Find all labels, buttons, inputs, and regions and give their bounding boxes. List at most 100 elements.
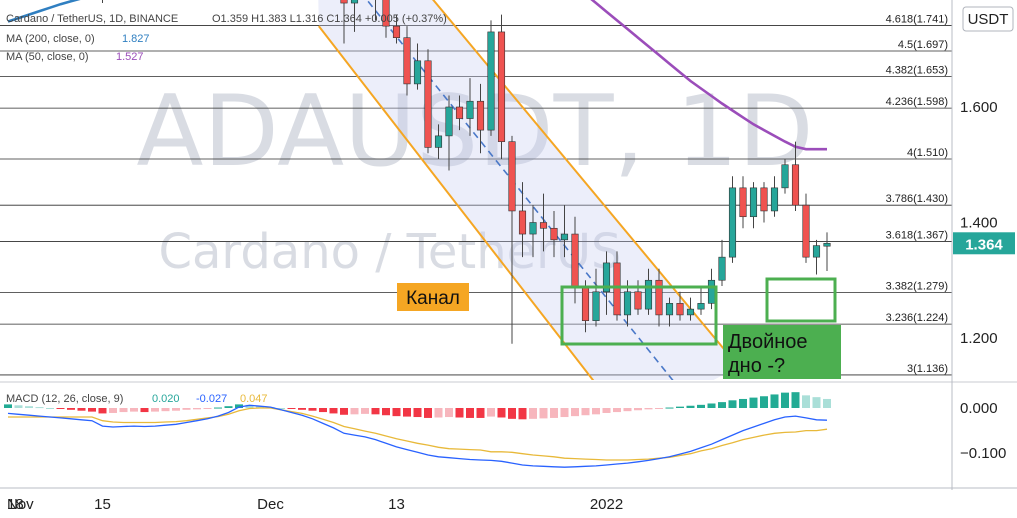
ma200-label[interactable]: MA (200, close, 0) xyxy=(6,33,95,45)
candle-body xyxy=(749,187,758,218)
candle-body xyxy=(676,303,684,316)
macd-hist-bar xyxy=(256,406,264,408)
macd-hist-bar xyxy=(487,408,495,417)
macd-hist-bar xyxy=(46,408,54,409)
fib-level-label: 3.618(1.367) xyxy=(886,230,948,242)
candle-body xyxy=(581,285,590,321)
currency-label: USDT xyxy=(968,11,1009,28)
candle xyxy=(781,158,789,194)
time-tick-label: Nov xyxy=(7,496,34,513)
candle xyxy=(382,0,390,38)
candle-body xyxy=(424,60,432,148)
macd-hist-bar xyxy=(434,408,443,418)
symbol-title[interactable]: Cardano / TetherUS, 1D, BINANCE xyxy=(6,13,178,25)
channel-upper-line xyxy=(432,0,740,368)
candle-body xyxy=(539,222,548,229)
macd-hist-bar xyxy=(403,408,411,417)
candle-body xyxy=(508,141,516,212)
macd-hist-bar xyxy=(445,408,453,418)
ma50-label[interactable]: MA (50, close, 0) xyxy=(6,51,89,63)
candle xyxy=(539,193,548,252)
fib-level-label: 4.236(1.598) xyxy=(886,96,948,108)
candle-body xyxy=(781,164,789,189)
macd-hist-bar xyxy=(329,408,338,414)
candle-body xyxy=(350,0,359,4)
candle-body xyxy=(655,279,663,316)
macd-hist-bar xyxy=(686,405,695,408)
macd-hist-bar xyxy=(382,408,390,416)
currency-button[interactable]: USDT xyxy=(962,6,1014,32)
macd-hist-value: 0.020 xyxy=(152,393,180,405)
candle-body xyxy=(455,106,464,119)
candle-body xyxy=(791,164,800,206)
macd-hist-bar xyxy=(277,408,285,409)
macd-label[interactable]: MACD (12, 26, close, 9) xyxy=(6,393,123,405)
channel-lower-line xyxy=(318,25,595,380)
candle xyxy=(791,141,800,211)
candle xyxy=(760,182,768,223)
macd-hist-bar xyxy=(739,398,747,408)
candle xyxy=(424,49,432,154)
candle xyxy=(375,0,376,21)
macd-hist-bar xyxy=(529,408,537,419)
candle xyxy=(644,268,653,315)
macd-hist-bar xyxy=(466,408,474,418)
candle xyxy=(560,205,569,258)
candle xyxy=(655,268,663,327)
macd-hist-bar xyxy=(550,408,558,418)
candle xyxy=(707,268,716,310)
price-tick-label: 1.600 xyxy=(960,99,998,116)
macd-hist-bar xyxy=(581,408,590,416)
candle xyxy=(102,0,103,4)
candle xyxy=(434,124,443,159)
macd-tick-label: −0.100 xyxy=(960,445,1006,462)
macd-hist-bar xyxy=(802,395,810,408)
macd-hist-bar xyxy=(308,408,317,411)
ma50-line xyxy=(590,0,827,151)
macd-hist-bar xyxy=(172,408,180,411)
ma50-value: 1.527 xyxy=(116,51,144,63)
macd-hist-bar xyxy=(823,398,831,408)
candle-body xyxy=(665,303,674,316)
fibonacci-levels: 6(2.257)5.618(2.115)5.382(2.026)5.236(1.… xyxy=(0,14,952,376)
candle xyxy=(466,78,474,136)
macd-hist-bar xyxy=(781,392,789,408)
macd-hist-bar xyxy=(14,405,23,408)
double-bottom-label-bg xyxy=(723,325,841,379)
macd-hist-bar xyxy=(235,404,243,408)
candle-body xyxy=(340,0,348,4)
macd-hist-bar xyxy=(413,408,422,418)
candle xyxy=(497,14,506,159)
candle-body xyxy=(602,262,611,293)
macd-hist-bar xyxy=(455,408,464,418)
candle-body xyxy=(487,31,495,131)
candle xyxy=(812,239,821,275)
macd-hist-bar xyxy=(56,408,65,409)
double-bottom-box-1 xyxy=(560,285,718,346)
candle xyxy=(413,43,422,90)
candle-body xyxy=(403,37,411,85)
candle xyxy=(550,210,558,258)
candle-body xyxy=(529,222,537,235)
time-tick-label: 2022 xyxy=(590,496,623,513)
macd-hist-bar xyxy=(371,408,380,415)
macd-hist-bar xyxy=(644,408,653,410)
macd-hist-bar xyxy=(25,406,33,408)
macd-hist-bar xyxy=(392,408,401,417)
macd-axis[interactable]: 0.000 −0.100 xyxy=(960,400,1006,462)
macd-hist-bar xyxy=(697,404,705,408)
candle-body xyxy=(613,262,621,316)
macd-hist-bar xyxy=(560,408,569,418)
macd-hist-bar xyxy=(88,408,96,412)
candle xyxy=(728,176,737,263)
macd-hist-bar xyxy=(140,408,149,413)
candle-body xyxy=(571,233,579,287)
macd-line-value: -0.027 xyxy=(196,393,227,405)
macd-hist-bar xyxy=(634,408,642,411)
macd-hist-bar xyxy=(497,408,506,418)
candle xyxy=(676,291,684,321)
macd-hist-bar xyxy=(35,407,44,409)
